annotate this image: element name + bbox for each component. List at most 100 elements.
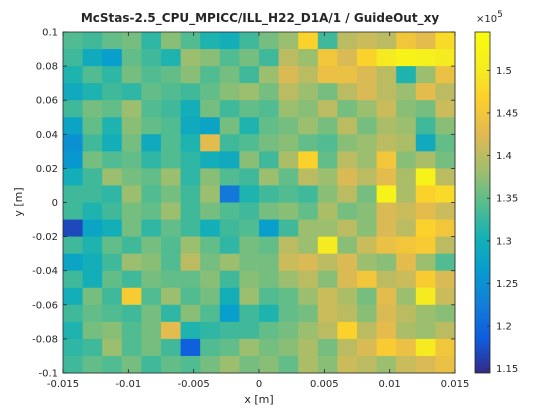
heatmap-cell [121,236,142,255]
heatmap-cell [415,287,436,306]
heatmap-cell [161,236,181,255]
heatmap-cell [396,32,417,50]
heatmap-cell [435,185,456,203]
heatmap-cell [121,83,142,101]
heatmap-cell [396,185,417,203]
heatmap-cell [298,185,319,203]
heatmap-cell [317,49,338,67]
heatmap-cell [278,134,299,152]
heatmap-cell [121,49,142,67]
heatmap-cell [200,117,221,135]
colorbar-axis: 1.5 1.45 1.4 1.35 1.3 1.25 1.2 1.15 [487,66,518,375]
heatmap-cell [180,168,201,186]
colorbar [475,32,490,373]
heatmap-cell [259,168,279,186]
heatmap-cell [298,134,319,152]
heatmap-cell [161,219,181,237]
colorbar-tick-label: 1.25 [496,279,518,290]
heatmap-cell [102,355,123,374]
heatmap-cell [82,321,103,340]
heatmap-cell [102,321,123,340]
colorbar-frame [474,31,491,374]
heatmap-cell [180,304,201,323]
y-tick-label: 0.02 [36,164,58,175]
heatmap-cell [121,253,142,272]
heatmap-cell [357,117,377,135]
heatmap-cell [239,321,260,340]
heatmap-cell [278,117,299,135]
heatmap-cell [161,66,181,84]
heatmap-cell [396,355,417,374]
heatmap-cell [161,338,181,357]
heatmap-cell [63,355,83,374]
heatmap-cell [180,355,201,374]
heatmap-cell [298,338,319,357]
y-tick-label: 0.04 [36,130,58,141]
heatmap-cell [278,253,299,272]
heatmap-cell [259,32,279,50]
heatmap-cell [121,304,142,323]
heatmap-cell [435,100,456,118]
heatmap-cell [317,83,338,101]
heatmap-cell [63,32,83,50]
heatmap-cell [435,117,456,135]
heatmap-cell [180,117,201,135]
heatmap-cell [317,287,338,306]
heatmap-cell [200,287,221,306]
heatmap-cell [121,355,142,374]
heatmap-cell [200,134,221,152]
heatmap-cell [121,270,142,289]
heatmap-cell [200,236,221,255]
heatmap-cell [239,134,260,152]
colorbar-tick-label: 1.15 [496,364,518,375]
heatmap-cell [259,66,279,84]
heatmap-cell [376,32,397,50]
heatmap-cell [102,270,123,289]
heatmap-cell [63,338,83,357]
heatmap-cell [357,236,377,255]
heatmap-cell [435,253,456,272]
heatmap-cell [415,49,436,67]
heatmap-cell [435,151,456,169]
heatmap-cell [219,236,240,255]
heatmap-cell [435,83,456,101]
heatmap-cell [317,66,338,84]
heatmap-cell [396,338,417,357]
heatmap-cell [102,151,123,169]
heatmap-cell [259,100,279,118]
heatmap-cell [298,66,319,84]
heatmap-cell [180,66,201,84]
heatmap-cell [82,168,103,186]
heatmap-cell [415,253,436,272]
heatmap-cell [239,151,260,169]
heatmap-cell [376,168,397,186]
heatmap-cell [415,134,436,152]
heatmap-cell [298,100,319,118]
heatmap-cell [317,202,338,220]
heatmap-cell [337,355,358,374]
heatmap-cell [161,32,181,50]
heatmap-cell [337,83,358,101]
heatmap-cell [415,83,436,101]
heatmap-cell [357,168,377,186]
heatmap-cell [415,304,436,323]
heatmap-cell [317,236,338,255]
heatmap-cell [82,100,103,118]
heatmap-cell [415,219,436,237]
heatmap-cell [63,236,83,255]
heatmap-cell [141,32,162,50]
heatmap-cell [396,236,417,255]
heatmap-cell [82,202,103,220]
heatmap-cell [396,202,417,220]
heatmap-cell [82,134,103,152]
heatmap-cell [63,253,83,272]
heatmap-cell [357,202,377,220]
heatmap-cell [180,321,201,340]
colorbar-tick-label: 1.3 [496,236,512,247]
heatmap-cell [141,287,162,306]
heatmap-cell [239,236,260,255]
heatmap-cell [259,151,279,169]
heatmap-cell [415,151,436,169]
heatmap-cell [219,270,240,289]
heatmap-cell [396,321,417,340]
